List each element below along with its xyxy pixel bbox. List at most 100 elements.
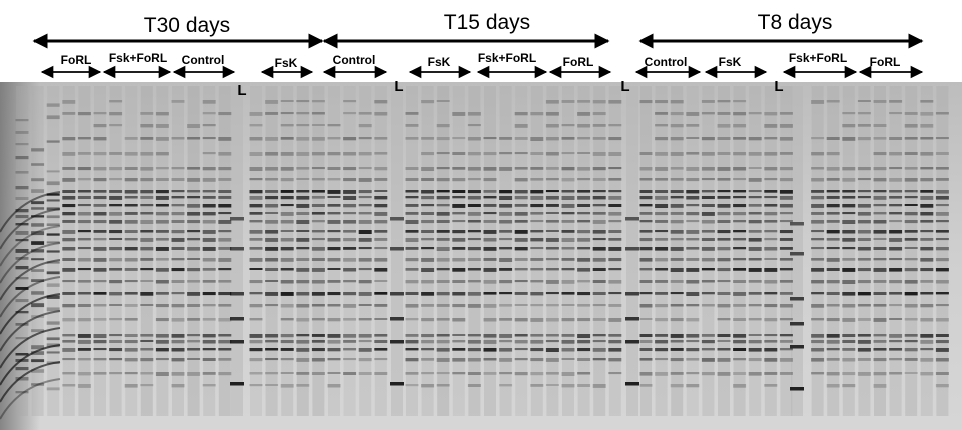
gel-band (701, 190, 715, 193)
gel-band (249, 372, 263, 375)
gel-band (686, 124, 700, 127)
gel-band (733, 190, 747, 193)
gel-band (155, 178, 169, 181)
gel-band (155, 340, 169, 344)
gel-band (327, 247, 341, 251)
gel-band (592, 112, 606, 116)
gel-band (374, 152, 388, 155)
gel-band (0, 327, 61, 369)
gel-band (577, 152, 591, 154)
ladder-band (625, 217, 639, 221)
gel-band (889, 100, 903, 103)
gel-band (124, 304, 138, 307)
gel-band (842, 112, 856, 115)
gel-band (405, 258, 419, 262)
gel-band (405, 372, 419, 375)
gel-band (701, 334, 715, 337)
gel-band (311, 167, 325, 170)
gel-band (717, 258, 731, 262)
gel-band (655, 372, 669, 376)
gel-band (452, 112, 466, 116)
gel-band (499, 167, 513, 171)
gel-band (202, 280, 216, 283)
gel-band (296, 167, 310, 170)
gel-band (655, 280, 669, 283)
gel-band (545, 152, 559, 156)
gel-band (296, 292, 310, 296)
gel-band (327, 304, 341, 307)
gel-band (733, 238, 747, 241)
gel-band (935, 204, 949, 207)
gel-band (826, 268, 840, 271)
gel-band (577, 304, 591, 307)
gel-band (764, 340, 778, 343)
gel-lane (733, 86, 746, 416)
gel-band (701, 372, 715, 376)
gel-band (701, 268, 715, 271)
gel-band (530, 220, 544, 223)
gel-band (826, 348, 840, 351)
gel-band (701, 340, 715, 344)
gel-band (904, 348, 918, 352)
gel-band (561, 152, 575, 155)
gel-band (109, 190, 123, 193)
gel-band (686, 167, 700, 171)
gel-band (717, 238, 731, 241)
gel-lane (343, 86, 356, 416)
gel-band (296, 100, 310, 103)
gel-lane (655, 86, 668, 416)
gel-band (701, 358, 715, 362)
gel-band (842, 137, 856, 141)
gel-band (873, 280, 887, 283)
gel-band (218, 348, 232, 351)
gel-lane (640, 86, 652, 416)
gel-band (639, 167, 653, 171)
gel-band (873, 167, 887, 171)
gel-band (717, 304, 731, 308)
gel-band (77, 212, 91, 216)
gel-band (46, 199, 60, 202)
gel-band (935, 238, 949, 241)
gel-band (904, 258, 918, 261)
gel-band (343, 220, 357, 224)
gel-band (265, 178, 279, 181)
gel-band (499, 384, 513, 387)
gel-band (93, 204, 107, 207)
gel-band (592, 220, 606, 224)
gel-band (202, 358, 216, 361)
gel-band (499, 318, 513, 321)
gel-band (327, 340, 341, 344)
gel-band (561, 384, 575, 388)
treatment-label: Control (181, 53, 225, 67)
gel-band (842, 167, 856, 171)
gel-band (311, 196, 325, 199)
gel-band (15, 215, 29, 219)
gel-band (717, 230, 731, 234)
gel-band (452, 348, 466, 351)
gel-band (577, 112, 591, 116)
gel-band (779, 348, 793, 351)
gel-band (639, 372, 653, 376)
gel-band (779, 220, 793, 223)
gel-band (904, 220, 918, 224)
gel-band (436, 220, 450, 223)
gel-band (265, 280, 279, 282)
gel-band (421, 358, 435, 361)
gel-band (358, 178, 372, 182)
gel-band (857, 230, 871, 234)
gel-band (327, 204, 341, 207)
gel-band (764, 280, 778, 284)
gel-band (499, 292, 513, 295)
gel-band (93, 292, 107, 295)
gel-band (811, 372, 825, 375)
gel-band (873, 358, 887, 362)
gel-band (935, 358, 949, 362)
gel-band (124, 348, 138, 352)
gel-band (358, 152, 372, 156)
gel-band (343, 247, 357, 250)
gel-band (62, 167, 76, 170)
gel-band (826, 212, 840, 215)
gel-band (265, 230, 279, 234)
gel-band (77, 372, 91, 376)
gel-band (31, 189, 45, 193)
